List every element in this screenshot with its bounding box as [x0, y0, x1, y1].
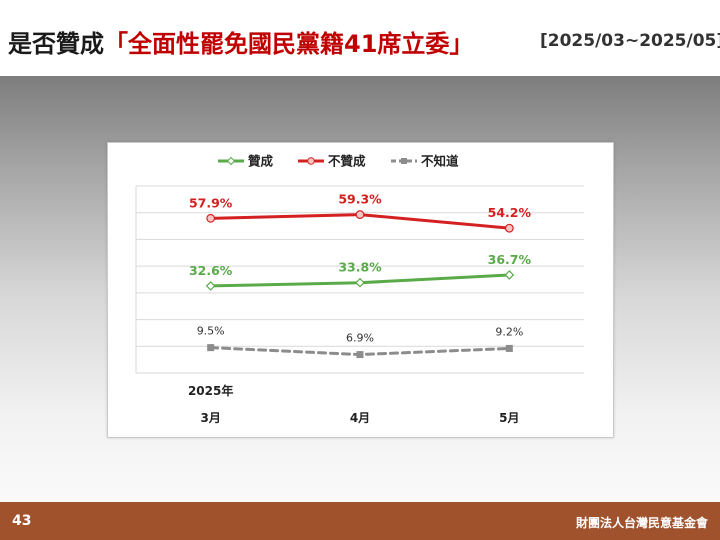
- data-label: 36.7%: [488, 252, 532, 267]
- data-label: 57.9%: [189, 195, 233, 210]
- x-tick-label: 5月: [499, 411, 519, 425]
- line-chart: 32.6% 33.8% 36.7% 57.9% 59.3% 54.2% 9.5% 6.9% 9.…: [135, 154, 584, 425]
- legend-marker: [226, 156, 236, 166]
- legend-label: 不贊成: [328, 154, 366, 169]
- legend-label: 不知道: [421, 154, 459, 169]
- data-point: [356, 351, 364, 359]
- legend-label: 贊成: [248, 154, 274, 169]
- data-point: [206, 213, 216, 223]
- data-label: 32.6%: [189, 263, 233, 278]
- data-point: [504, 223, 514, 233]
- legend-marker: [307, 157, 315, 165]
- data-point: [355, 277, 365, 288]
- slide-footer: 43 財團法人台灣民意基金會: [0, 502, 720, 540]
- slide-title: 是否贊成「全面性罷免國民黨籍41席立委」: [8, 24, 473, 59]
- x-tick-label: 4月: [350, 411, 370, 425]
- title-prefix: 是否贊成: [8, 30, 104, 58]
- x-axis-year-label: 2025年: [188, 383, 233, 398]
- page-number: 43: [12, 513, 32, 529]
- date-range: [2025/03~2025/05]: [540, 31, 720, 51]
- data-point: [207, 344, 215, 352]
- slide-header: 是否贊成「全面性罷免國民黨籍41席立委」 [2025/03~2025/05]: [0, 0, 720, 76]
- data-label: 6.9%: [346, 332, 374, 345]
- data-label: 54.2%: [488, 205, 532, 220]
- x-tick-label: 3月: [200, 411, 220, 425]
- data-point: [504, 270, 515, 280]
- data-label: 59.3%: [338, 192, 382, 207]
- data-label: 9.5%: [197, 325, 225, 338]
- data-label: 33.8%: [338, 260, 382, 275]
- title-highlight: 「全面性罷免國民黨籍41席立委」: [104, 30, 474, 58]
- data-label: 9.2%: [495, 325, 523, 338]
- data-point: [505, 344, 513, 352]
- data-point: [205, 281, 216, 291]
- data-point: [355, 210, 365, 219]
- chart-panel: 32.6% 33.8% 36.7% 57.9% 59.3% 54.2% 9.5% 6.9% 9.…: [107, 142, 614, 438]
- legend-marker: [401, 158, 407, 164]
- organization-name: 財團法人台灣民意基金會: [575, 516, 708, 530]
